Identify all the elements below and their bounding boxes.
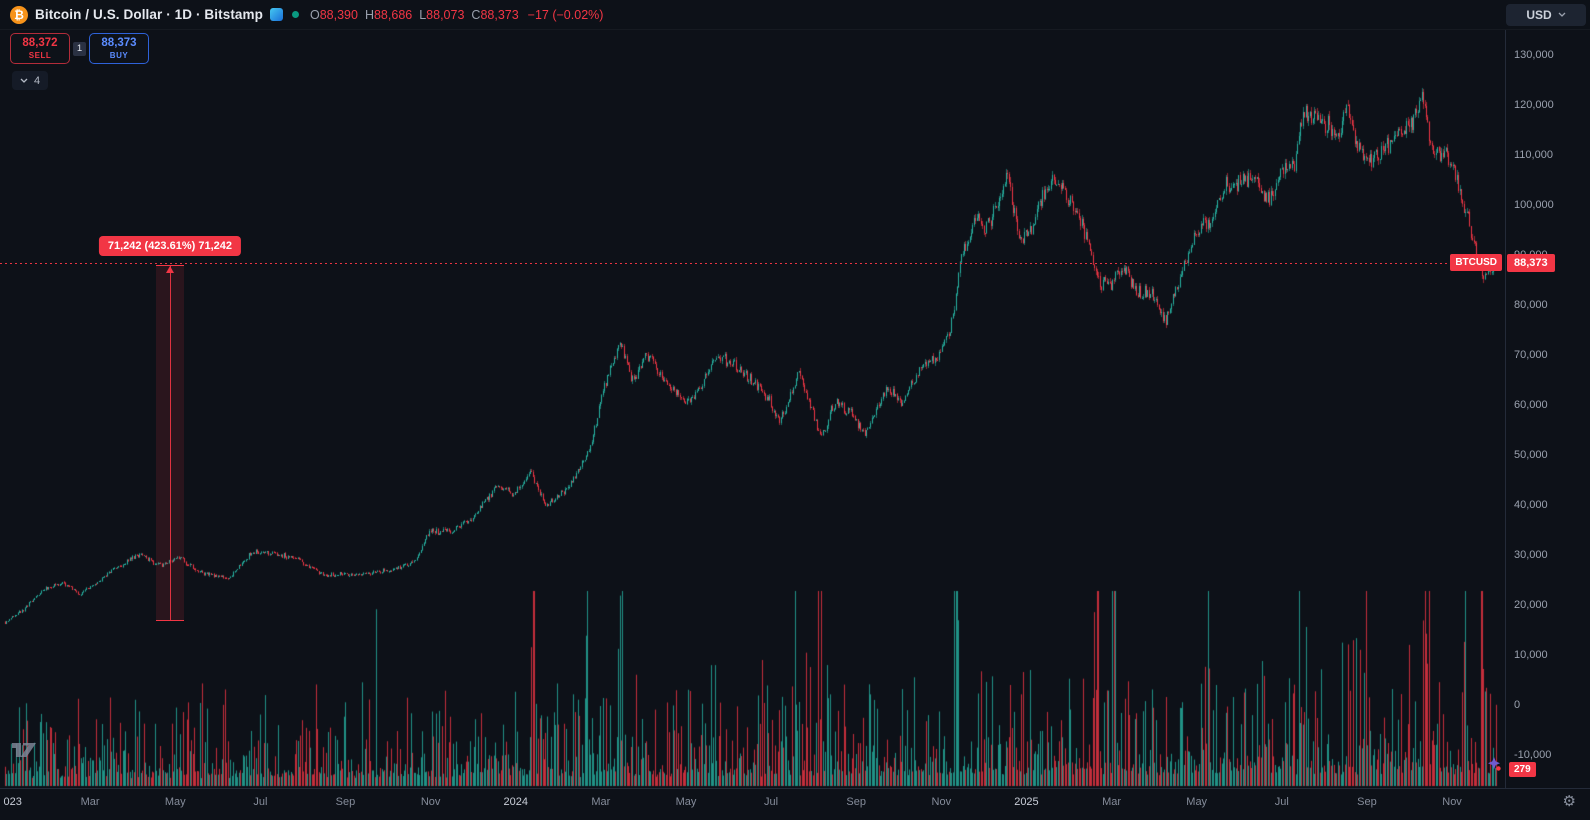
- high-label: H: [364, 7, 374, 22]
- x-axis-label: 023: [3, 796, 22, 808]
- tradingview-logo[interactable]: [10, 738, 44, 767]
- main-chart-canvas[interactable]: [0, 30, 1505, 788]
- chevron-down-icon: [20, 78, 28, 83]
- y-axis-tick: 70,000: [1514, 349, 1548, 361]
- bitcoin-logo-icon: ₿: [10, 5, 28, 24]
- exchange-logo-icon: [269, 8, 283, 21]
- price-range-arrow-icon: [165, 265, 174, 273]
- symbol-info-bar: ₿ Bitcoin / U.S. Dollar · 1D · Bitstamp …: [0, 0, 1590, 30]
- x-axis-label: May: [675, 796, 697, 808]
- y-axis-tick: 10,000: [1514, 649, 1548, 661]
- y-axis-tick: 30,000: [1514, 549, 1548, 561]
- symbol-price-flag: BTCUSD: [1450, 254, 1502, 272]
- gear-icon[interactable]: ⚙: [1562, 792, 1576, 810]
- buy-label: BUY: [109, 51, 129, 61]
- x-axis-label: May: [164, 796, 186, 808]
- price-range-tool-line: [169, 265, 171, 620]
- volume-value-tag: 279: [1509, 762, 1536, 777]
- buy-price: 88,373: [101, 36, 137, 49]
- x-axis-label: Nov: [420, 796, 441, 808]
- y-axis-tick: -10,000: [1514, 749, 1552, 761]
- x-axis-label: Nov: [1442, 796, 1462, 808]
- change-value: −17 (−0.02%): [527, 7, 604, 22]
- x-axis-label: Sep: [846, 796, 866, 808]
- y-axis-tick: 40,000: [1514, 499, 1548, 511]
- x-axis-label: Sep: [335, 796, 356, 808]
- chevron-down-icon: [1558, 12, 1566, 17]
- trade-panel: 88,372 SELL 1 88,373 BUY: [10, 33, 149, 64]
- low-label: L: [419, 7, 427, 22]
- close-value: 88,373: [480, 7, 519, 22]
- x-axis-label: Jul: [764, 796, 779, 808]
- x-axis-label: Mar: [591, 796, 611, 808]
- market-status-dot: [291, 11, 299, 18]
- x-axis-label: Jul: [1274, 796, 1289, 808]
- currency-selector-label: USD: [1526, 7, 1552, 22]
- y-axis-tick: 50,000: [1514, 449, 1548, 461]
- axis-price-tag: 88,373: [1507, 254, 1555, 273]
- open-label: O: [309, 7, 320, 22]
- y-axis-tick: 60,000: [1514, 399, 1548, 411]
- x-axis-label: Mar: [1102, 796, 1122, 808]
- price-range-label[interactable]: 71,242 (423.61%) 71,242: [98, 235, 241, 256]
- y-axis-tick: 100,000: [1514, 199, 1554, 211]
- currency-selector-button[interactable]: USD: [1506, 3, 1586, 26]
- price-range-tool[interactable]: [156, 264, 184, 621]
- symbol-title[interactable]: Bitcoin / U.S. Dollar · 1D · Bitstamp: [35, 7, 263, 22]
- high-value: 88,686: [373, 7, 413, 22]
- y-axis-tick: 120,000: [1514, 99, 1554, 111]
- x-axis-label: 2024: [503, 796, 528, 808]
- low-value: 88,073: [426, 7, 465, 22]
- buy-button[interactable]: 88,373 BUY: [89, 33, 149, 64]
- time-axis[interactable]: ⚙ 023 Mar May Jul Sep Nov 2024 Mar May Jul Sep Nov 2…: [0, 788, 1590, 820]
- y-axis-tick: 0: [1514, 699, 1521, 711]
- legend-collapse-button[interactable]: 4: [12, 71, 49, 90]
- x-axis-label: 2025: [1014, 796, 1039, 808]
- current-price-line: [0, 263, 1505, 265]
- price-axis[interactable]: 130,000120,000110,000100,00090,00080,000…: [1505, 30, 1590, 788]
- y-axis-tick: 130,000: [1514, 49, 1554, 61]
- x-axis-label: May: [1186, 796, 1208, 808]
- x-axis-label: Nov: [931, 796, 952, 808]
- sell-button[interactable]: 88,372 SELL: [10, 33, 70, 64]
- x-axis-label: Jul: [253, 796, 268, 808]
- sparkle-icon: [1486, 756, 1502, 777]
- y-axis-tick: 80,000: [1514, 299, 1548, 311]
- sell-price: 88,372: [22, 36, 58, 49]
- sell-label: SELL: [28, 51, 52, 61]
- x-axis-label: Sep: [1357, 796, 1377, 808]
- spread-value: 1: [73, 41, 86, 56]
- legend-collapse-count: 4: [34, 74, 41, 87]
- ohlc-readout: O88,390 H88,686 L88,073 C88,373 −17 (−0.…: [310, 8, 603, 22]
- y-axis-tick: 110,000: [1514, 149, 1553, 161]
- y-axis-tick: 20,000: [1514, 599, 1548, 611]
- open-value: 88,390: [319, 7, 358, 22]
- x-axis-label: Mar: [80, 796, 100, 808]
- close-label: C: [471, 7, 481, 22]
